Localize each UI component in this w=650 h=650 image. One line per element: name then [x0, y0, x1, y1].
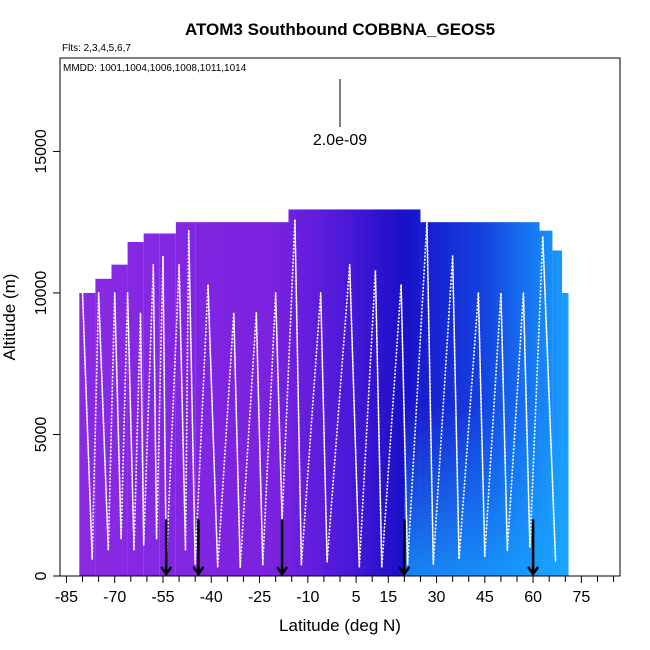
profile-15 — [349, 264, 360, 568]
marker-arrow-2 — [276, 519, 289, 577]
profile-3 — [126, 292, 135, 551]
y-tick-label-0: 0 — [33, 571, 50, 580]
x-tick-label-0: -85 — [55, 589, 78, 606]
y-tick-label-1: 5000 — [33, 417, 50, 453]
curtain-column-8 — [288, 209, 421, 576]
profile-22 — [522, 292, 531, 548]
y-tick-label-3: 15000 — [33, 129, 50, 174]
x-axis: -85 -70 -55 -40 -25 -10 5 15 30 45 60 75 — [55, 576, 615, 606]
profile-19 — [452, 256, 460, 560]
marker-arrow-4 — [527, 519, 540, 577]
marker-layer — [160, 519, 540, 577]
y-tick-label-2: 10000 — [33, 271, 50, 316]
x-tick-label-3: -40 — [200, 589, 223, 606]
x-tick-label-11: 75 — [572, 589, 590, 606]
profile-4 — [139, 312, 145, 545]
x-tick-label-9: 45 — [476, 589, 494, 606]
flight-track — [81, 218, 557, 569]
profile-16 — [374, 270, 383, 568]
x-tick-label-10: 60 — [524, 589, 542, 606]
x-tick-label-7: 15 — [379, 589, 397, 606]
chart-title: ATOM3 Southbound COBBNA_GEOS5 — [185, 20, 495, 39]
profile-8 — [188, 230, 196, 565]
profile-6 — [162, 256, 167, 568]
profile-7 — [178, 264, 187, 551]
y-axis: 0 5000 10000 15000 — [33, 129, 60, 580]
marker-arrow-0 — [160, 519, 173, 577]
profile-14 — [320, 292, 328, 562]
profile-2 — [114, 292, 122, 540]
profile-23 — [542, 236, 557, 562]
profile-21 — [500, 292, 508, 551]
x-tick-label-6: 5 — [352, 589, 361, 606]
curtain-column-7 — [195, 222, 289, 576]
profile-12 — [275, 292, 283, 520]
scale-bar-label: 2.0e-09 — [313, 132, 367, 149]
profile-18 — [426, 222, 434, 565]
x-tick-label-1: -70 — [103, 589, 126, 606]
profile-9 — [207, 284, 219, 568]
profile-0 — [81, 292, 93, 560]
profile-11 — [255, 312, 264, 565]
x-tick-label-4: -25 — [248, 589, 271, 606]
profile-10 — [233, 312, 241, 568]
low-altitude-wash — [404, 406, 569, 576]
scale-bar: 2.0e-09 — [313, 79, 367, 149]
marker-arrow-3 — [398, 519, 411, 577]
flights-note: Flts: 2,3,4,5,6,7 — [62, 43, 131, 54]
x-axis-label: Latitude (deg N) — [279, 616, 401, 635]
profile-17 — [400, 284, 409, 565]
curtain-column-4 — [143, 233, 160, 576]
x-tick-label-2: -55 — [151, 589, 174, 606]
profile-layer — [81, 218, 557, 569]
marker-arrow-1 — [192, 519, 205, 577]
dates-note: MMDD: 1001,1004,1006,1008,1011,1014 — [63, 63, 247, 74]
y-axis-label: Altitude (m) — [0, 274, 19, 361]
profile-13 — [294, 219, 302, 565]
profile-5 — [152, 264, 158, 540]
profile-20 — [477, 292, 486, 557]
curtain-layer — [79, 209, 569, 576]
profile-1 — [98, 292, 109, 551]
x-tick-label-5: -10 — [296, 589, 319, 606]
x-tick-label-8: 30 — [428, 589, 446, 606]
